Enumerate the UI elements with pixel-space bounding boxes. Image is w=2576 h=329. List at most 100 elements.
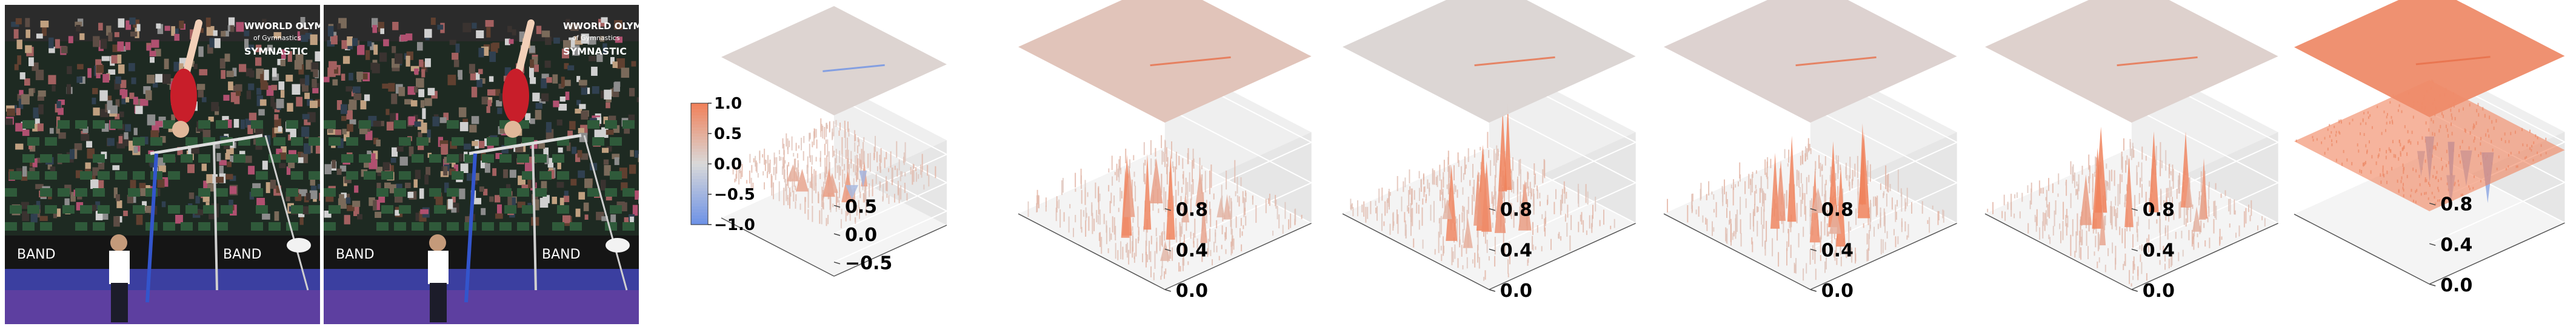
- spectator: [495, 153, 502, 159]
- colorbar-segment: [691, 182, 708, 186]
- spectator: [563, 40, 571, 49]
- spectator: [133, 127, 138, 135]
- spectator: [125, 97, 130, 103]
- seat: [535, 154, 547, 163]
- spectator: [466, 173, 473, 181]
- y-axis: [1489, 223, 1636, 290]
- seat: [256, 171, 268, 180]
- spectator: [570, 178, 577, 186]
- spectator: [524, 162, 533, 172]
- seat: [341, 154, 353, 163]
- surface-plot-1-svg: 0.5 0.0 −0.5 1.0 0.5 0.0 −0.5 −1.0: [690, 6, 949, 277]
- spectator: [241, 119, 245, 129]
- seat: [605, 188, 617, 197]
- spectator: [276, 148, 282, 159]
- spectator: [452, 52, 459, 60]
- spectator: [507, 25, 512, 33]
- spectator: [620, 202, 627, 212]
- gymnast-photo-1: BAND BAND WWORLD OLYMPIC of Gymnastics SYMNA…: [5, 5, 320, 324]
- seat: [133, 171, 145, 180]
- spectator: [227, 25, 232, 32]
- spectator: [349, 73, 353, 81]
- surface-peak: [1143, 154, 1152, 230]
- surface-plot-1: 0.5 0.0 −0.5 1.0 0.5 0.0 −0.5 −1.0: [642, 0, 982, 329]
- spectator: [413, 115, 418, 126]
- spectator: [298, 157, 304, 163]
- spectator: [274, 211, 279, 221]
- spectator: [171, 114, 176, 125]
- spectator: [278, 126, 282, 132]
- spectator: [219, 58, 225, 69]
- spectator: [486, 27, 491, 38]
- surface-peaks: [1121, 154, 1231, 261]
- spectator: [230, 92, 236, 103]
- spectator: [202, 195, 210, 202]
- spectator: [199, 69, 208, 76]
- spectator: [128, 140, 133, 151]
- spectator: [157, 178, 165, 188]
- spectator: [230, 155, 235, 163]
- spectator: [370, 42, 375, 50]
- spectator: [347, 124, 353, 132]
- spectator: [58, 132, 66, 139]
- spectator: [357, 44, 365, 55]
- spectator: [352, 38, 358, 46]
- bar-post: [532, 144, 537, 291]
- surface-peak: [1518, 180, 1532, 231]
- spectator: [462, 22, 472, 33]
- spectator: [196, 84, 205, 90]
- spectator: [115, 99, 120, 107]
- colorbar-segment: [691, 149, 708, 152]
- crowd: [324, 17, 639, 227]
- spectator: [586, 87, 590, 94]
- spectator: [286, 166, 291, 175]
- spectator: [329, 61, 337, 70]
- seat: [45, 205, 57, 214]
- spectator: [483, 189, 488, 195]
- spectator: [530, 77, 536, 84]
- spectator: [505, 38, 510, 46]
- spectator: [575, 109, 582, 114]
- surface-plot-6: 0.8 0.4 0.0: [2282, 0, 2573, 329]
- spectator: [630, 150, 634, 157]
- spectator: [489, 76, 494, 82]
- spectator: [447, 75, 456, 86]
- surface-peak: [1121, 167, 1130, 238]
- seat: [133, 137, 145, 146]
- spectator: [422, 108, 426, 120]
- spectator: [503, 169, 509, 178]
- colorbar-segment: [691, 155, 708, 158]
- spectator: [262, 214, 270, 220]
- seat: [587, 120, 599, 129]
- spectator: [327, 25, 334, 36]
- z-tick: [2429, 202, 2436, 206]
- spectator: [207, 44, 213, 54]
- surface-peak: [1446, 164, 1458, 241]
- spectator: [273, 32, 282, 39]
- spectator: [258, 109, 265, 116]
- spectator: [135, 106, 143, 114]
- input-frame-1: BAND BAND WWORLD OLYMPIC of Gymnastics SYMNA…: [5, 5, 320, 324]
- seat: [376, 222, 389, 231]
- spectator: [584, 178, 593, 188]
- spectator: [372, 18, 378, 28]
- spectator: [599, 36, 604, 42]
- spectator: [98, 180, 104, 188]
- projection-plane: [1985, 0, 2278, 123]
- spectator: [37, 95, 44, 101]
- spectator: [272, 67, 277, 77]
- floor-mat-shade: [5, 290, 320, 324]
- spectator: [602, 43, 607, 54]
- spectator: [424, 174, 429, 185]
- spectator: [409, 146, 414, 157]
- spectator: [481, 208, 486, 215]
- projection-plane: [1343, 0, 1636, 123]
- spectator: [359, 127, 368, 135]
- spectator: [299, 189, 307, 197]
- surface-peak: [2092, 148, 2103, 229]
- spectator: [473, 72, 480, 80]
- spectator: [441, 144, 449, 155]
- spectator: [160, 136, 166, 143]
- spectator: [208, 117, 214, 122]
- spectator: [7, 108, 15, 117]
